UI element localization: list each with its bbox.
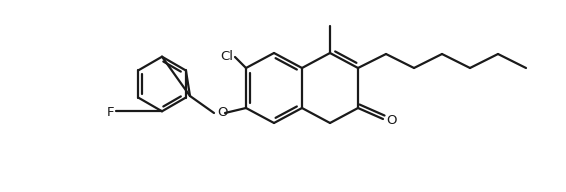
Text: Cl: Cl [220, 50, 233, 63]
Text: O: O [386, 113, 397, 127]
Text: O: O [218, 107, 228, 119]
Text: F: F [106, 106, 114, 119]
